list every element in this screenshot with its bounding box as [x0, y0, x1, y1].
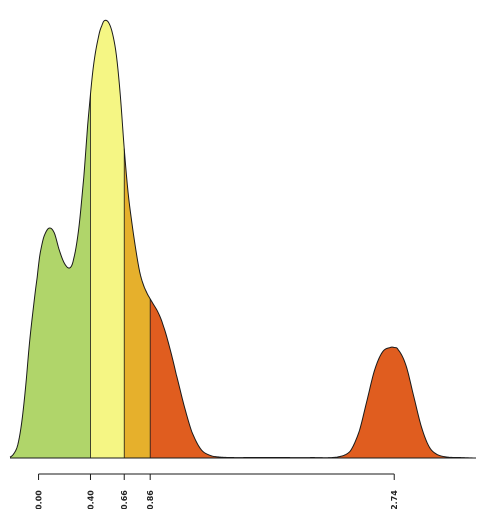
x-tick-label: 0.86: [146, 490, 155, 509]
density-band-3: [124, 148, 151, 458]
x-tick-label: 2.74: [390, 490, 399, 509]
density-band-1: [10, 94, 91, 459]
band-dividers: [90, 94, 151, 458]
density-bands: [10, 20, 476, 459]
x-tick-label: 0.40: [86, 490, 95, 509]
density-band-4: [150, 298, 476, 458]
x-tick-label: 0.00: [35, 490, 44, 509]
x-tick-label: 0.66: [120, 490, 129, 509]
density-band-2: [90, 20, 125, 459]
x-axis-ticks: 0.00 0.40 0.66 0.86 2.74: [35, 474, 399, 509]
x-axis: 0.00 0.40 0.66 0.86 2.74: [35, 473, 399, 509]
